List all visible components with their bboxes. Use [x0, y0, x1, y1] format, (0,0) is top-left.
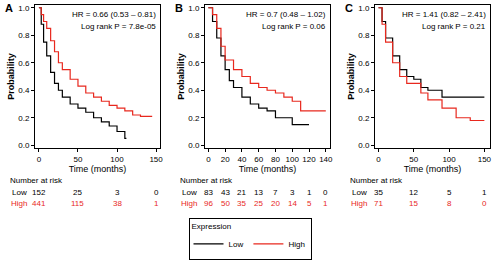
svg-text:15: 15	[409, 199, 418, 208]
svg-text:Expression: Expression	[192, 222, 232, 231]
svg-text:50: 50	[74, 155, 83, 164]
svg-text:60: 60	[254, 155, 263, 164]
svg-text:Log rank P = 0.21: Log rank P = 0.21	[422, 22, 486, 31]
svg-text:12: 12	[409, 188, 418, 197]
svg-text:0.6: 0.6	[18, 59, 30, 68]
svg-text:0: 0	[206, 155, 211, 164]
svg-text:25: 25	[73, 188, 82, 197]
svg-text:25: 25	[254, 199, 263, 208]
svg-text:0.4: 0.4	[18, 86, 30, 95]
svg-text:40: 40	[237, 155, 246, 164]
svg-text:1: 1	[154, 199, 159, 208]
svg-text:5: 5	[447, 188, 452, 197]
svg-text:8: 8	[447, 199, 452, 208]
svg-text:0: 0	[154, 188, 159, 197]
svg-text:0.6: 0.6	[188, 59, 200, 68]
svg-text:Probability: Probability	[6, 53, 16, 100]
svg-text:High: High	[181, 199, 197, 208]
svg-text:14: 14	[288, 199, 297, 208]
svg-text:0.0: 0.0	[188, 141, 200, 150]
svg-text:0.8: 0.8	[188, 31, 200, 40]
svg-text:20: 20	[271, 199, 280, 208]
svg-text:Log rank P = 7.8e-05: Log rank P = 7.8e-05	[81, 22, 156, 31]
svg-text:100: 100	[110, 155, 124, 164]
svg-text:Low: Low	[229, 240, 244, 249]
svg-text:35: 35	[374, 188, 383, 197]
svg-text:High: High	[351, 199, 367, 208]
svg-text:1.0: 1.0	[358, 4, 370, 13]
svg-text:120: 120	[302, 155, 316, 164]
svg-text:0.2: 0.2	[18, 114, 30, 123]
svg-text:0.0: 0.0	[18, 141, 30, 150]
svg-text:0: 0	[37, 155, 42, 164]
svg-text:80: 80	[271, 155, 280, 164]
svg-text:7: 7	[273, 188, 278, 197]
svg-text:1: 1	[307, 188, 312, 197]
svg-text:115: 115	[71, 199, 84, 208]
svg-text:0: 0	[482, 199, 487, 208]
svg-text:43: 43	[221, 188, 230, 197]
svg-text:38: 38	[113, 199, 122, 208]
svg-text:A: A	[5, 2, 13, 14]
svg-text:71: 71	[374, 199, 383, 208]
svg-text:100: 100	[286, 155, 300, 164]
svg-text:21: 21	[237, 188, 246, 197]
svg-text:20: 20	[221, 155, 230, 164]
svg-text:0: 0	[323, 188, 328, 197]
svg-text:0.2: 0.2	[188, 114, 200, 123]
svg-text:150: 150	[149, 155, 163, 164]
svg-text:140: 140	[319, 155, 333, 164]
svg-text:0.4: 0.4	[358, 86, 370, 95]
svg-text:441: 441	[32, 199, 46, 208]
svg-text:Time (months): Time (months)	[404, 164, 462, 174]
svg-text:1: 1	[323, 199, 328, 208]
svg-text:Number at risk: Number at risk	[350, 176, 403, 185]
svg-text:0.6: 0.6	[358, 59, 370, 68]
svg-text:50: 50	[409, 155, 418, 164]
svg-text:1.0: 1.0	[18, 4, 30, 13]
svg-text:Low: Low	[12, 188, 27, 197]
svg-text:1: 1	[482, 188, 487, 197]
svg-text:0.8: 0.8	[358, 31, 370, 40]
svg-text:152: 152	[32, 188, 46, 197]
svg-text:13: 13	[254, 188, 263, 197]
svg-text:Low: Low	[182, 188, 197, 197]
svg-text:0.8: 0.8	[18, 31, 30, 40]
svg-text:3: 3	[115, 188, 120, 197]
svg-text:0.4: 0.4	[188, 86, 200, 95]
svg-text:HR = 1.41 (0.82 – 2.41): HR = 1.41 (0.82 – 2.41)	[402, 10, 486, 19]
svg-text:Probability: Probability	[346, 53, 356, 100]
svg-text:3: 3	[290, 188, 295, 197]
svg-text:HR = 0.66 (0.53 – 0.81): HR = 0.66 (0.53 – 0.81)	[72, 10, 156, 19]
svg-text:Number at risk: Number at risk	[180, 176, 233, 185]
svg-text:B: B	[175, 2, 183, 14]
svg-text:HR = 0.7 (0.48 – 1.02): HR = 0.7 (0.48 – 1.02)	[246, 10, 326, 19]
svg-text:0: 0	[376, 155, 381, 164]
svg-text:0.0: 0.0	[358, 141, 370, 150]
svg-text:C: C	[345, 2, 353, 14]
svg-text:Number at risk: Number at risk	[10, 176, 63, 185]
svg-text:96: 96	[204, 199, 213, 208]
svg-text:83: 83	[204, 188, 213, 197]
svg-text:5: 5	[307, 199, 312, 208]
svg-text:High: High	[288, 240, 304, 249]
svg-text:1.0: 1.0	[188, 4, 200, 13]
svg-text:Time (months): Time (months)	[239, 164, 297, 174]
svg-text:150: 150	[478, 155, 492, 164]
svg-text:Time (months): Time (months)	[69, 164, 127, 174]
svg-text:Probability: Probability	[176, 53, 186, 100]
svg-text:50: 50	[221, 199, 230, 208]
svg-text:35: 35	[237, 199, 246, 208]
svg-text:100: 100	[442, 155, 456, 164]
svg-text:0.2: 0.2	[358, 114, 370, 123]
svg-text:High: High	[11, 199, 27, 208]
svg-text:Low: Low	[352, 188, 367, 197]
svg-text:Log rank P = 0.06: Log rank P = 0.06	[262, 22, 326, 31]
